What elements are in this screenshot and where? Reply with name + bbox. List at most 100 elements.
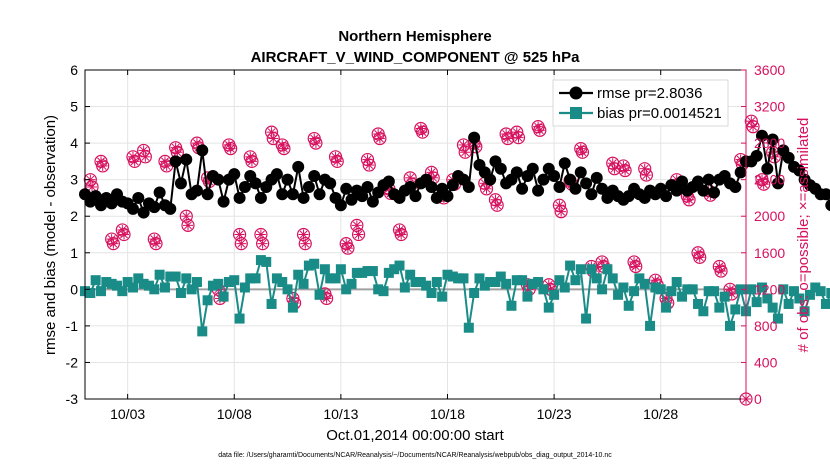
bias-point <box>554 275 565 286</box>
rmse-point <box>201 188 214 201</box>
legend-rmse-marker <box>569 86 583 100</box>
obs-cross-d2 <box>301 239 310 248</box>
bias-point <box>373 284 384 295</box>
rmse-point <box>558 157 571 170</box>
obs-ring <box>350 218 364 232</box>
obs-assimilated-point <box>138 150 152 164</box>
bias-point <box>767 302 778 313</box>
bias-point <box>682 284 693 295</box>
obs-assimilated-point <box>554 205 568 219</box>
bias-point <box>191 277 202 288</box>
bias-point <box>762 293 773 304</box>
obs-cross-d2 <box>333 157 342 166</box>
bias-point <box>719 291 730 302</box>
rmse-point <box>692 175 705 188</box>
obs-cross-d2 <box>717 267 726 276</box>
obs-ring <box>714 264 728 278</box>
obs-cross-d2 <box>248 157 256 166</box>
bias-point <box>756 282 767 293</box>
y-axis-label-left: rmse and bias (model - observation) <box>42 115 59 355</box>
obs-assimilated-point <box>373 131 387 146</box>
obs-ring <box>138 150 152 164</box>
rmse-point <box>404 180 417 193</box>
x-tick-label: 10/18 <box>430 406 465 422</box>
rmse-point <box>771 177 784 190</box>
obs-cross-d2 <box>88 183 96 191</box>
rmse-point <box>345 193 358 206</box>
y-right-tick-label: 1600 <box>754 245 785 261</box>
rmse-point <box>441 190 454 203</box>
bias-point <box>533 277 544 288</box>
obs-ring <box>746 120 760 134</box>
legend-rmse-label: rmse pr=2.8036 <box>597 85 702 102</box>
rmse-point <box>425 180 438 193</box>
bias-point <box>426 287 437 298</box>
bias-point <box>469 287 480 298</box>
obs-assimilated-point <box>618 163 632 178</box>
y-right-tick-label: 800 <box>754 318 778 334</box>
y-right-tick-label: 400 <box>754 354 778 370</box>
rmse-point <box>153 186 166 199</box>
legend-box <box>552 79 729 127</box>
bias-point <box>277 277 288 288</box>
obs-cross-d2 <box>598 257 607 266</box>
bias-point <box>501 278 512 289</box>
obs-cross-d2 <box>578 148 587 157</box>
obs-ring <box>757 177 771 191</box>
obs-cross-d2 <box>107 235 116 244</box>
obs-cross-d2 <box>557 207 566 216</box>
bias-point <box>693 298 704 309</box>
rmse-point <box>755 129 768 142</box>
legend: rmse pr=2.8036 bias pr=0.0014521 <box>552 79 729 127</box>
obs-cross-d2 <box>130 157 139 166</box>
bias-point <box>597 284 608 295</box>
x-tick-label: 10/03 <box>110 406 145 422</box>
rmse-point <box>308 170 321 183</box>
x-tick-label: 10/08 <box>217 406 252 422</box>
bias-point <box>586 264 597 275</box>
bias-point <box>362 266 373 277</box>
obs-assimilated-point <box>149 237 163 251</box>
obs-ring <box>639 168 654 182</box>
bias-point <box>431 277 442 288</box>
bias-point <box>410 277 421 288</box>
bias-point <box>714 302 725 313</box>
bias-point <box>367 266 378 277</box>
obs-cross-d2 <box>246 152 255 161</box>
x-tick-label: 10/23 <box>537 406 572 422</box>
bias-point <box>778 284 789 295</box>
rmse-point <box>270 168 283 181</box>
rmse-point <box>361 180 374 193</box>
obs-cross-d2 <box>461 148 470 157</box>
rmse-point <box>548 170 561 183</box>
bias-point <box>154 269 165 280</box>
obs-cross-d2 <box>269 134 278 143</box>
bias-point <box>703 286 714 297</box>
x-tick-label: 10/13 <box>323 406 358 422</box>
obs-cross-d2 <box>161 157 169 166</box>
obs-assimilated-point <box>341 241 355 255</box>
obs-ring <box>458 145 472 159</box>
bias-point <box>618 282 629 293</box>
obs-cross-d2 <box>374 130 383 138</box>
obs-cross-d2 <box>749 122 757 131</box>
obs-cross-d2 <box>118 225 127 234</box>
rmse-point <box>132 191 145 204</box>
obs-cross-d2 <box>759 180 768 189</box>
bias-point <box>181 273 192 284</box>
bias-point <box>671 277 682 288</box>
rmse-point <box>585 188 598 201</box>
bias-point <box>223 277 234 288</box>
obs-cross-d2 <box>482 184 491 193</box>
obs-assimilated-point <box>490 198 504 212</box>
rmse-point <box>660 190 673 203</box>
rmse-point <box>174 177 187 190</box>
obs-cross-d2 <box>342 239 351 248</box>
rmse-point <box>734 166 747 179</box>
bias-point <box>629 286 640 297</box>
bias-point <box>474 273 485 284</box>
bias-point <box>591 273 602 284</box>
obs-cross-d2 <box>184 221 192 230</box>
bias-point <box>613 289 624 300</box>
chart-title-line1: Northern Hemisphere <box>338 28 491 45</box>
